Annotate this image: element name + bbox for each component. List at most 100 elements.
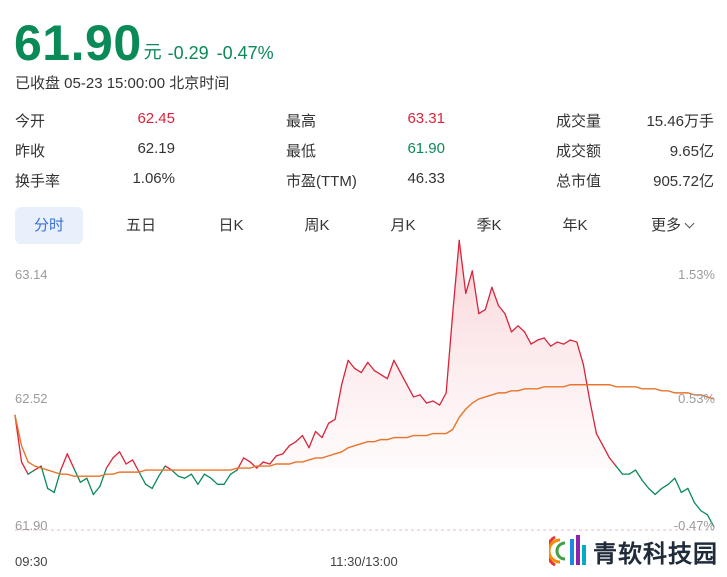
stat-label: 最高 [286, 113, 317, 130]
price-line-segment [256, 461, 264, 469]
stat-label: 换手率 [15, 173, 61, 190]
x-tick-midday: 11:30/13:00 [330, 554, 398, 569]
price-line-segment [373, 369, 382, 376]
price-line-segment [706, 514, 715, 528]
price-line-segment [667, 477, 676, 485]
price-unit: 元 [143, 42, 162, 62]
price-line-segment [184, 473, 193, 479]
price-line-segment [138, 471, 147, 485]
tab-more[interactable]: 更多 [639, 207, 705, 244]
price-line-segment [171, 469, 179, 477]
price-line-segment [158, 465, 166, 477]
price-line-segment [203, 473, 212, 479]
price-line-segment [197, 473, 206, 485]
price-line-segment [569, 339, 578, 343]
price-line-segment [92, 485, 101, 496]
price-line-segment [615, 465, 624, 475]
price-line-segment [458, 239, 467, 294]
price-line-segment [340, 359, 349, 386]
y-tick-right-mid: 0.53% [678, 391, 715, 406]
price-line-segment [177, 475, 186, 479]
price-line-segment [641, 479, 650, 490]
price-line-segment [262, 461, 271, 465]
price-line-segment [275, 453, 284, 457]
y-tick-left-bottom: 61.90 [15, 518, 48, 533]
tab-yearly-k[interactable]: 年K [562, 217, 588, 234]
price-line-segment [334, 384, 343, 420]
price-header: 61.90 元 -0.29 -0.47% [14, 10, 274, 68]
stat-value: 905.72亿 [653, 173, 714, 190]
stat-value: 62.45 [137, 110, 175, 127]
y-tick-left-mid: 62.52 [15, 391, 48, 406]
price-line-segment [33, 465, 42, 471]
stats-grid: 今开 62.45 最高 63.31 成交量 15.46万手 昨收 62.19 最… [15, 106, 715, 196]
price-line-segment [595, 432, 604, 447]
stat-label: 市盈(TTM) [286, 173, 357, 190]
price-line-segment [465, 270, 473, 294]
price-line-segment [563, 339, 571, 345]
price-line-segment [380, 373, 389, 380]
price-line-segment [118, 451, 127, 465]
brand-icon [549, 535, 586, 567]
price-change-percent: -0.47% [216, 43, 274, 63]
price-line-segment [471, 270, 480, 315]
price-line-segment [327, 418, 336, 425]
price-line-segment [693, 501, 702, 512]
stat-value: 63.31 [407, 110, 445, 127]
market-status: 已收盘 05-23 15:00:00 北京时间 [15, 75, 230, 92]
tab-monthly-k[interactable]: 月K [390, 217, 416, 234]
price-line-segment [125, 459, 134, 465]
price-line-segment [661, 483, 669, 490]
price-line-segment [308, 430, 317, 449]
avg-price-line [14, 384, 715, 477]
brand-name: 青软科技园 [593, 540, 718, 568]
price-line-segment [589, 400, 598, 435]
price-line-segment [282, 445, 291, 455]
price-line-segment [674, 477, 682, 494]
price-line-segment [576, 341, 584, 366]
price-line-segment [484, 286, 493, 311]
price-line-segment [321, 422, 330, 439]
price-line-segment [347, 359, 356, 370]
price-line-segment [288, 440, 297, 447]
price-line-segment [145, 483, 153, 490]
price-line-segment [99, 467, 108, 488]
tab-intraday[interactable]: 分时 [15, 207, 83, 244]
y-tick-right-bottom: -0.47% [673, 518, 715, 533]
price-line-segment [105, 457, 114, 469]
price-line-segment [360, 361, 369, 374]
y-tick-left-top: 63.14 [15, 267, 48, 282]
y-tick-right-top: 1.53% [678, 267, 715, 282]
price-line-segment [556, 341, 565, 345]
stat-label: 昨收 [15, 143, 46, 160]
price-line-segment [73, 467, 81, 483]
stat-value: 9.65亿 [669, 143, 714, 160]
price-line-segment [497, 304, 506, 315]
price-line-segment [151, 475, 160, 490]
price-line-segment [510, 325, 519, 333]
period-tabs: 分时 五日 日K 周K 月K 季K 年K 更多 [15, 207, 715, 244]
price-line-segment [20, 461, 29, 475]
price-line-segment [445, 312, 454, 394]
price-line-segment [425, 400, 434, 404]
price-line-segment [602, 445, 611, 459]
tab-five-day[interactable]: 五日 [125, 217, 156, 234]
price-line-segment [367, 361, 375, 372]
tab-quarterly-k[interactable]: 季K [476, 217, 502, 234]
price-line-segment [432, 400, 441, 406]
price-line-segment [582, 363, 591, 402]
price-line-segment [634, 469, 643, 481]
stat-label: 成交量 [556, 113, 602, 130]
price-line-segment [478, 308, 487, 315]
price-area-fill [15, 240, 714, 469]
tab-weekly-k[interactable]: 周K [304, 217, 330, 234]
price-line-segment [700, 510, 709, 516]
tab-daily-k[interactable]: 日K [218, 217, 244, 234]
price-line-segment [517, 325, 526, 333]
price-change: -0.29 [167, 43, 209, 63]
price-line-segment [504, 312, 513, 333]
price-line-segment [242, 457, 251, 463]
price-line-segment [452, 239, 460, 315]
stat-label: 今开 [15, 113, 46, 130]
